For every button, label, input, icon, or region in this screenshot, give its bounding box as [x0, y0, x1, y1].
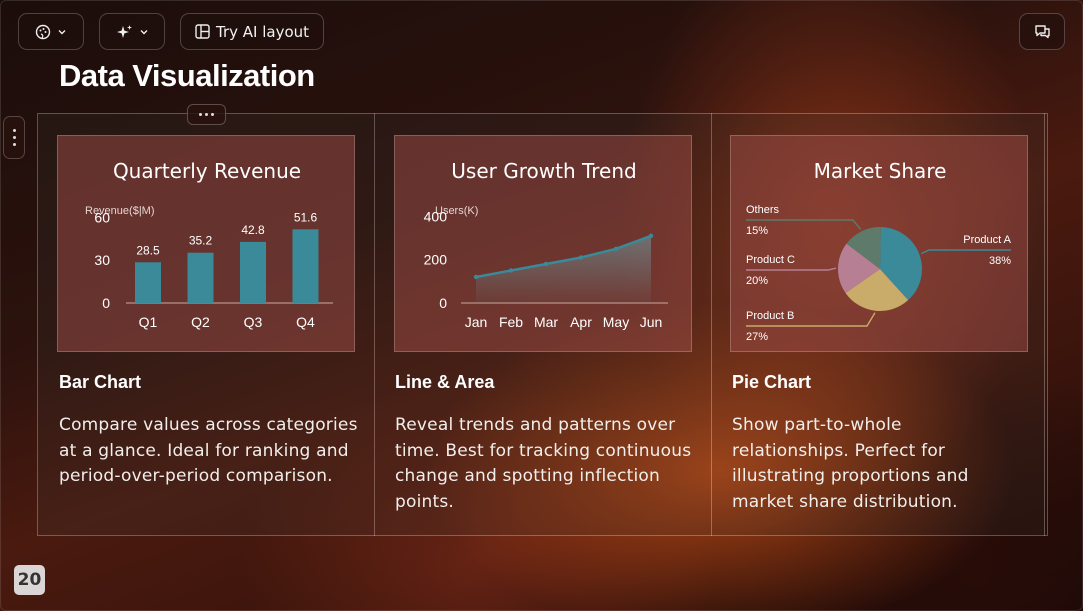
callout-line: [920, 249, 1011, 255]
pie-slice: [838, 243, 880, 294]
y-tick-label: 30: [94, 252, 110, 268]
slice-percent-label: 15%: [746, 225, 768, 237]
x-tick-label: Q3: [244, 314, 263, 330]
slice-percent-label: 38%: [989, 255, 1011, 267]
column-divider: [1044, 113, 1045, 536]
card-description: Compare values across categories at a gl…: [59, 415, 358, 486]
card-description: Show part-to-whole relationships. Perfec…: [732, 415, 969, 512]
series-line: [475, 234, 652, 279]
area-fill: [476, 235, 651, 303]
magic-button[interactable]: [99, 13, 165, 50]
slice-name-label: Product A: [963, 234, 1011, 246]
layout-icon: [195, 24, 210, 39]
comment-icon: [1034, 24, 1051, 39]
callout-line: [746, 312, 876, 327]
pie-chart-image: Market Share Product A 38% Product B 27% Pro…: [730, 135, 1028, 352]
block-drag-handle[interactable]: [187, 104, 226, 125]
x-tick-label: Mar: [534, 314, 558, 330]
bar: [240, 241, 266, 303]
data-point: [543, 261, 549, 267]
y-axis-label: Users(K): [435, 205, 478, 217]
page-number[interactable]: 20: [14, 565, 45, 595]
palette-icon: [35, 24, 51, 40]
theme-button[interactable]: [18, 13, 84, 50]
slice-percent-label: 27%: [746, 331, 768, 343]
chart-title: User Growth Trend: [451, 159, 636, 183]
chart-title: Market Share: [814, 159, 947, 183]
pie-slice: [880, 227, 922, 301]
bar: [292, 229, 319, 303]
y-tick-label: 0: [439, 295, 447, 311]
slide-side-drag-handle[interactable]: [3, 116, 25, 159]
column-divider: [711, 113, 712, 536]
card-label: Line & Area: [395, 372, 495, 392]
column-divider: [374, 113, 375, 536]
line-chart: User Growth Trend Users(K) 0 200 400 Jan Feb…: [424, 159, 668, 330]
y-tick-label: 0: [102, 295, 110, 311]
bar-chart-image: Quarterly Revenue Revenue($|M) 0 30 60 28.5…: [57, 135, 355, 352]
bar-value-label: 28.5: [136, 243, 160, 257]
try-ai-layout-button[interactable]: Try AI layout: [180, 13, 324, 50]
bar-value-label: 35.2: [189, 234, 213, 248]
slice-name-label: Product C: [746, 254, 795, 266]
pie-chart: Market Share Product A 38% Product B 27% Pro…: [746, 159, 1012, 343]
slice-name-label: Product B: [746, 310, 794, 322]
x-tick-label: Jun: [640, 314, 663, 330]
x-tick-label: Jan: [465, 314, 488, 330]
chevron-down-icon: [139, 27, 149, 37]
bar: [187, 252, 214, 303]
slice-percent-label: 20%: [746, 275, 768, 287]
sparkles-icon: [116, 24, 133, 40]
data-point: [648, 233, 654, 239]
chart-title: Quarterly Revenue: [113, 159, 301, 183]
try-ai-layout-label: Try AI layout: [215, 22, 310, 41]
y-tick-label: 400: [424, 208, 448, 224]
comment-button[interactable]: [1019, 13, 1065, 50]
data-point: [578, 255, 584, 260]
data-point: [508, 268, 514, 273]
bar-value-label: 42.8: [241, 223, 265, 237]
card-label: Bar Chart: [59, 372, 142, 392]
pie-slice: [845, 269, 909, 311]
x-tick-label: Q2: [191, 314, 210, 330]
y-axis-label: Revenue($|M): [85, 205, 155, 217]
pie-slice: [846, 227, 881, 269]
x-tick-label: Q1: [139, 314, 158, 330]
card-label: Pie Chart: [732, 372, 812, 392]
callout-line: [746, 267, 837, 271]
x-tick-label: Q4: [296, 314, 315, 330]
data-point: [473, 274, 479, 280]
x-tick-label: Apr: [570, 314, 592, 330]
chevron-down-icon: [57, 27, 67, 37]
slice-name-label: Others: [746, 204, 780, 216]
data-point: [613, 246, 619, 252]
slide-title: Data Visualization: [59, 58, 315, 93]
bar: [135, 262, 161, 303]
x-tick-label: May: [603, 314, 629, 330]
x-tick-label: Feb: [499, 314, 523, 330]
line-chart-image: User Growth Trend Users(K) 0 200 400 Jan Feb…: [394, 135, 692, 352]
card-description: Reveal trends and patterns over time. Be…: [395, 415, 692, 512]
bar-chart: Quarterly Revenue Revenue($|M) 0 30 60 28.5…: [85, 159, 333, 330]
bar-value-label: 51.6: [294, 210, 318, 224]
y-tick-label: 60: [94, 209, 110, 225]
y-tick-label: 200: [424, 252, 448, 268]
callout-line: [746, 219, 862, 230]
cards-grid: [37, 113, 1048, 536]
